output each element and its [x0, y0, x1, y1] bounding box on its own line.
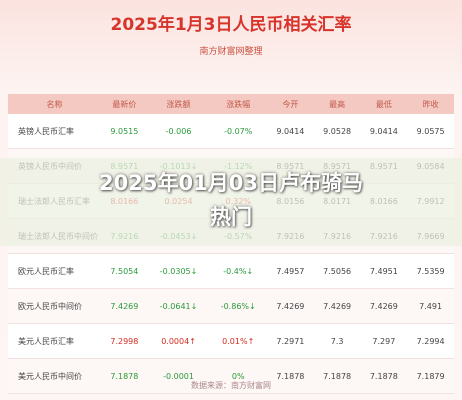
table-body: 英镑人民币汇率 9.0515 -0.006 -0.07% 9.0414 9.0528 9.0…: [8, 114, 454, 394]
value-cell: 7.4269: [267, 288, 314, 324]
value-cell: 7.2971: [267, 323, 314, 359]
value-cell: 9.0528: [313, 114, 361, 149]
column-header: 名称: [8, 94, 101, 114]
value-cell: 7.1878: [101, 358, 148, 394]
overlay-text: 2025年01月03日卢布骑马 热门: [0, 166, 462, 234]
column-header: 涨跌额: [147, 94, 210, 114]
value-cell: 7.491: [407, 288, 454, 324]
source-note: 数据来源：南方财富网: [191, 381, 271, 390]
value-cell: 0.0004↑: [147, 323, 210, 359]
value-cell: 9.0515: [101, 114, 148, 149]
value-cell: 7.2998: [101, 323, 148, 359]
value-cell: 7.1878: [267, 358, 314, 394]
column-header: 今开: [267, 94, 314, 114]
value-cell: -0.0641↓: [147, 288, 210, 324]
value-cell: 9.0414: [360, 114, 408, 149]
column-header: 最低: [360, 94, 408, 114]
value-cell: -0.4%↓: [209, 253, 268, 289]
value-cell: -0.86%↓: [209, 288, 268, 324]
value-cell: 7.3: [313, 323, 361, 359]
value-cell: 7.1879: [407, 358, 454, 394]
value-cell: 7.5054: [101, 253, 148, 289]
table-row: 欧元人民币汇率 7.5054 -0.0305↓ -0.4%↓ 7.4957 7.5056 7…: [8, 253, 454, 289]
column-header: 昨收: [407, 94, 454, 114]
table-row: 美元人民币汇率 7.2998 0.0004↑ 0.01%↑ 7.2971 7.3 7.297…: [8, 323, 454, 359]
name-cell: 欧元人民币中间价: [8, 288, 101, 324]
value-cell: 7.2994: [407, 323, 454, 359]
value-cell: 7.5056: [313, 253, 361, 289]
value-cell: 7.5359: [407, 253, 454, 289]
name-cell: 美元人民币汇率: [8, 323, 101, 359]
value-cell: 7.297: [360, 323, 408, 359]
value-cell: -0.0001: [147, 358, 210, 394]
value-cell: -0.006: [147, 114, 210, 149]
name-cell: 美元人民币中间价: [8, 358, 101, 394]
column-header: 最高: [313, 94, 361, 114]
value-cell: 0%: [209, 358, 268, 394]
column-header: 最新价: [101, 94, 148, 114]
value-cell: 9.0414: [267, 114, 314, 149]
table-row: 英镑人民币汇率 9.0515 -0.006 -0.07% 9.0414 9.0528 9.0…: [8, 114, 454, 149]
subtitle: 南方财富网整理: [199, 47, 263, 57]
overlay-line: 热门: [210, 205, 252, 229]
table-row: 欧元人民币中间价 7.4269 -0.0641↓ -0.86%↓ 7.4269 7.426…: [8, 288, 454, 324]
title: 2025年1月3日人民币相关汇率: [110, 15, 352, 35]
value-cell: 7.4951: [360, 253, 408, 289]
value-cell: 0.01%↑: [209, 323, 268, 359]
value-cell: -0.07%: [209, 114, 268, 149]
value-cell: 7.1878: [360, 358, 408, 394]
name-cell: 英镑人民币汇率: [8, 114, 101, 149]
value-cell: 7.4957: [267, 253, 314, 289]
value-cell: 9.0575: [407, 114, 454, 149]
value-cell: 7.4269: [313, 288, 361, 324]
value-cell: 7.4269: [360, 288, 408, 324]
value-cell: 7.1878: [313, 358, 361, 394]
name-cell: 欧元人民币汇率: [8, 253, 101, 289]
table-row: 美元人民币中间价 7.1878 -0.0001 0% 7.1878 7.1878 7.187…: [8, 358, 454, 394]
overlay-band: [0, 158, 462, 246]
header-row: 名称 最新价 涨跌额 涨跌幅 今开 最高 最低 昨收: [8, 94, 454, 114]
column-header: 涨跌幅: [209, 94, 268, 114]
overlay-line: 2025年01月03日卢布骑马: [99, 171, 363, 195]
value-cell: -0.0305↓: [147, 253, 210, 289]
value-cell: 7.4269: [101, 288, 148, 324]
